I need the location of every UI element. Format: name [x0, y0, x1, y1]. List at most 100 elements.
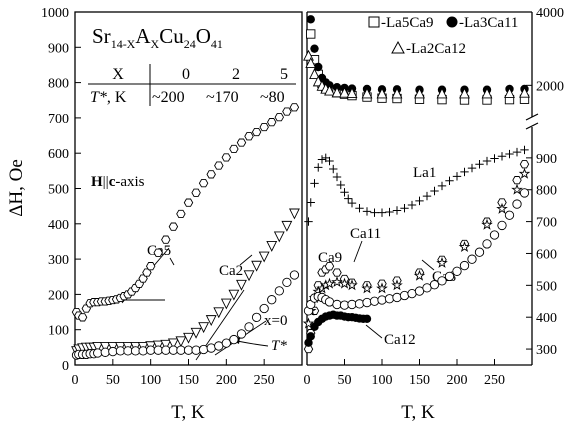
data-point — [289, 208, 300, 220]
data-point — [452, 266, 462, 276]
data-point — [251, 127, 262, 137]
data-point — [346, 279, 358, 291]
data-point — [282, 277, 292, 288]
data-point — [481, 87, 493, 99]
data-point — [459, 260, 470, 271]
data-point — [413, 269, 426, 281]
data-point — [391, 279, 403, 291]
data-point — [92, 341, 104, 353]
table-header-0: 0 — [182, 66, 190, 83]
data-point — [377, 208, 387, 217]
data-point — [354, 299, 365, 309]
y-tick-label: 700 — [48, 112, 69, 127]
data-point — [243, 270, 255, 282]
data-point — [392, 292, 402, 303]
y-tick-label: 2000 — [536, 79, 564, 94]
data-point — [310, 44, 319, 53]
data-point — [306, 15, 315, 24]
x-tick-label: 200 — [216, 373, 237, 388]
data-point — [512, 199, 522, 209]
data-point — [273, 231, 285, 243]
data-point — [221, 153, 232, 162]
right-legend: -La5Ca9 -La3Ca11 -La2Ca12 — [368, 15, 518, 57]
data-point — [344, 194, 353, 203]
data-point — [214, 161, 224, 170]
data-point — [339, 86, 350, 98]
data-point — [190, 327, 202, 339]
x-tick-label: 50 — [106, 373, 120, 388]
right-xlabel: T, K — [401, 402, 435, 423]
series-ca8 — [303, 188, 530, 316]
data-point — [437, 276, 447, 286]
data-point — [304, 338, 313, 347]
table-header-2: 2 — [232, 66, 240, 83]
x-tick-label: 0 — [304, 373, 311, 388]
x-tick-label: 150 — [178, 373, 199, 388]
data-point — [267, 295, 277, 305]
y-tick-label: 4000 — [536, 6, 564, 21]
data-point — [437, 181, 447, 191]
data-point — [347, 198, 357, 208]
data-point — [258, 251, 270, 263]
data-point — [422, 191, 432, 201]
table-cell-5: ~80 — [260, 89, 285, 106]
data-point — [138, 346, 148, 356]
data-point — [482, 239, 492, 249]
data-point — [329, 164, 338, 174]
data-point — [153, 248, 163, 257]
data-point — [336, 180, 345, 190]
data-point — [467, 254, 477, 264]
data-point — [183, 198, 194, 207]
data-point — [467, 163, 477, 173]
data-point — [282, 107, 292, 116]
data-point — [324, 262, 335, 271]
data-point — [251, 312, 262, 322]
series-ca12 — [304, 310, 372, 347]
data-point — [497, 198, 507, 207]
table-cell-2: ~170 — [206, 89, 239, 106]
legend-la3ca11: -La3Ca11 — [459, 15, 518, 31]
data-point — [436, 256, 448, 268]
data-point — [518, 167, 531, 179]
data-point — [310, 179, 319, 188]
y-tick-label: 800 — [536, 184, 557, 199]
data-point — [512, 176, 522, 185]
data-point — [309, 68, 320, 79]
data-point — [229, 334, 239, 345]
data-point — [385, 207, 394, 217]
data-point — [384, 294, 395, 304]
data-point — [497, 220, 507, 231]
data-point — [274, 113, 285, 122]
series-la2ca12 — [303, 49, 530, 99]
left-axes: 0 50 100 150 200 250 0 100 200 300 400 500 600 700 800… — [41, 6, 275, 388]
data-point — [377, 295, 387, 305]
x-tick-label: 250 — [484, 373, 505, 388]
y-tick-label: 700 — [536, 216, 557, 231]
data-point — [400, 204, 409, 213]
data-point — [221, 338, 231, 348]
data-point — [497, 152, 507, 161]
data-point — [331, 276, 343, 287]
data-point — [430, 186, 439, 196]
data-point — [481, 218, 493, 230]
data-point — [205, 315, 217, 327]
data-point — [511, 183, 523, 195]
data-point — [236, 329, 247, 339]
data-point — [376, 87, 388, 99]
data-point — [496, 202, 508, 214]
data-point — [183, 332, 194, 344]
x-tick-label: 250 — [254, 373, 275, 388]
data-point — [176, 209, 186, 219]
data-point — [445, 176, 454, 186]
data-point — [220, 298, 232, 310]
data-point — [332, 172, 342, 182]
label-ca11: Ca11 — [350, 226, 381, 242]
right-data — [302, 15, 531, 354]
table-header-x: X — [112, 66, 124, 83]
y-tick-label: 800 — [48, 77, 69, 92]
y-tick-label: 300 — [48, 253, 69, 268]
data-point — [236, 279, 247, 291]
ca8-pointer — [421, 259, 435, 271]
data-point — [519, 86, 530, 98]
